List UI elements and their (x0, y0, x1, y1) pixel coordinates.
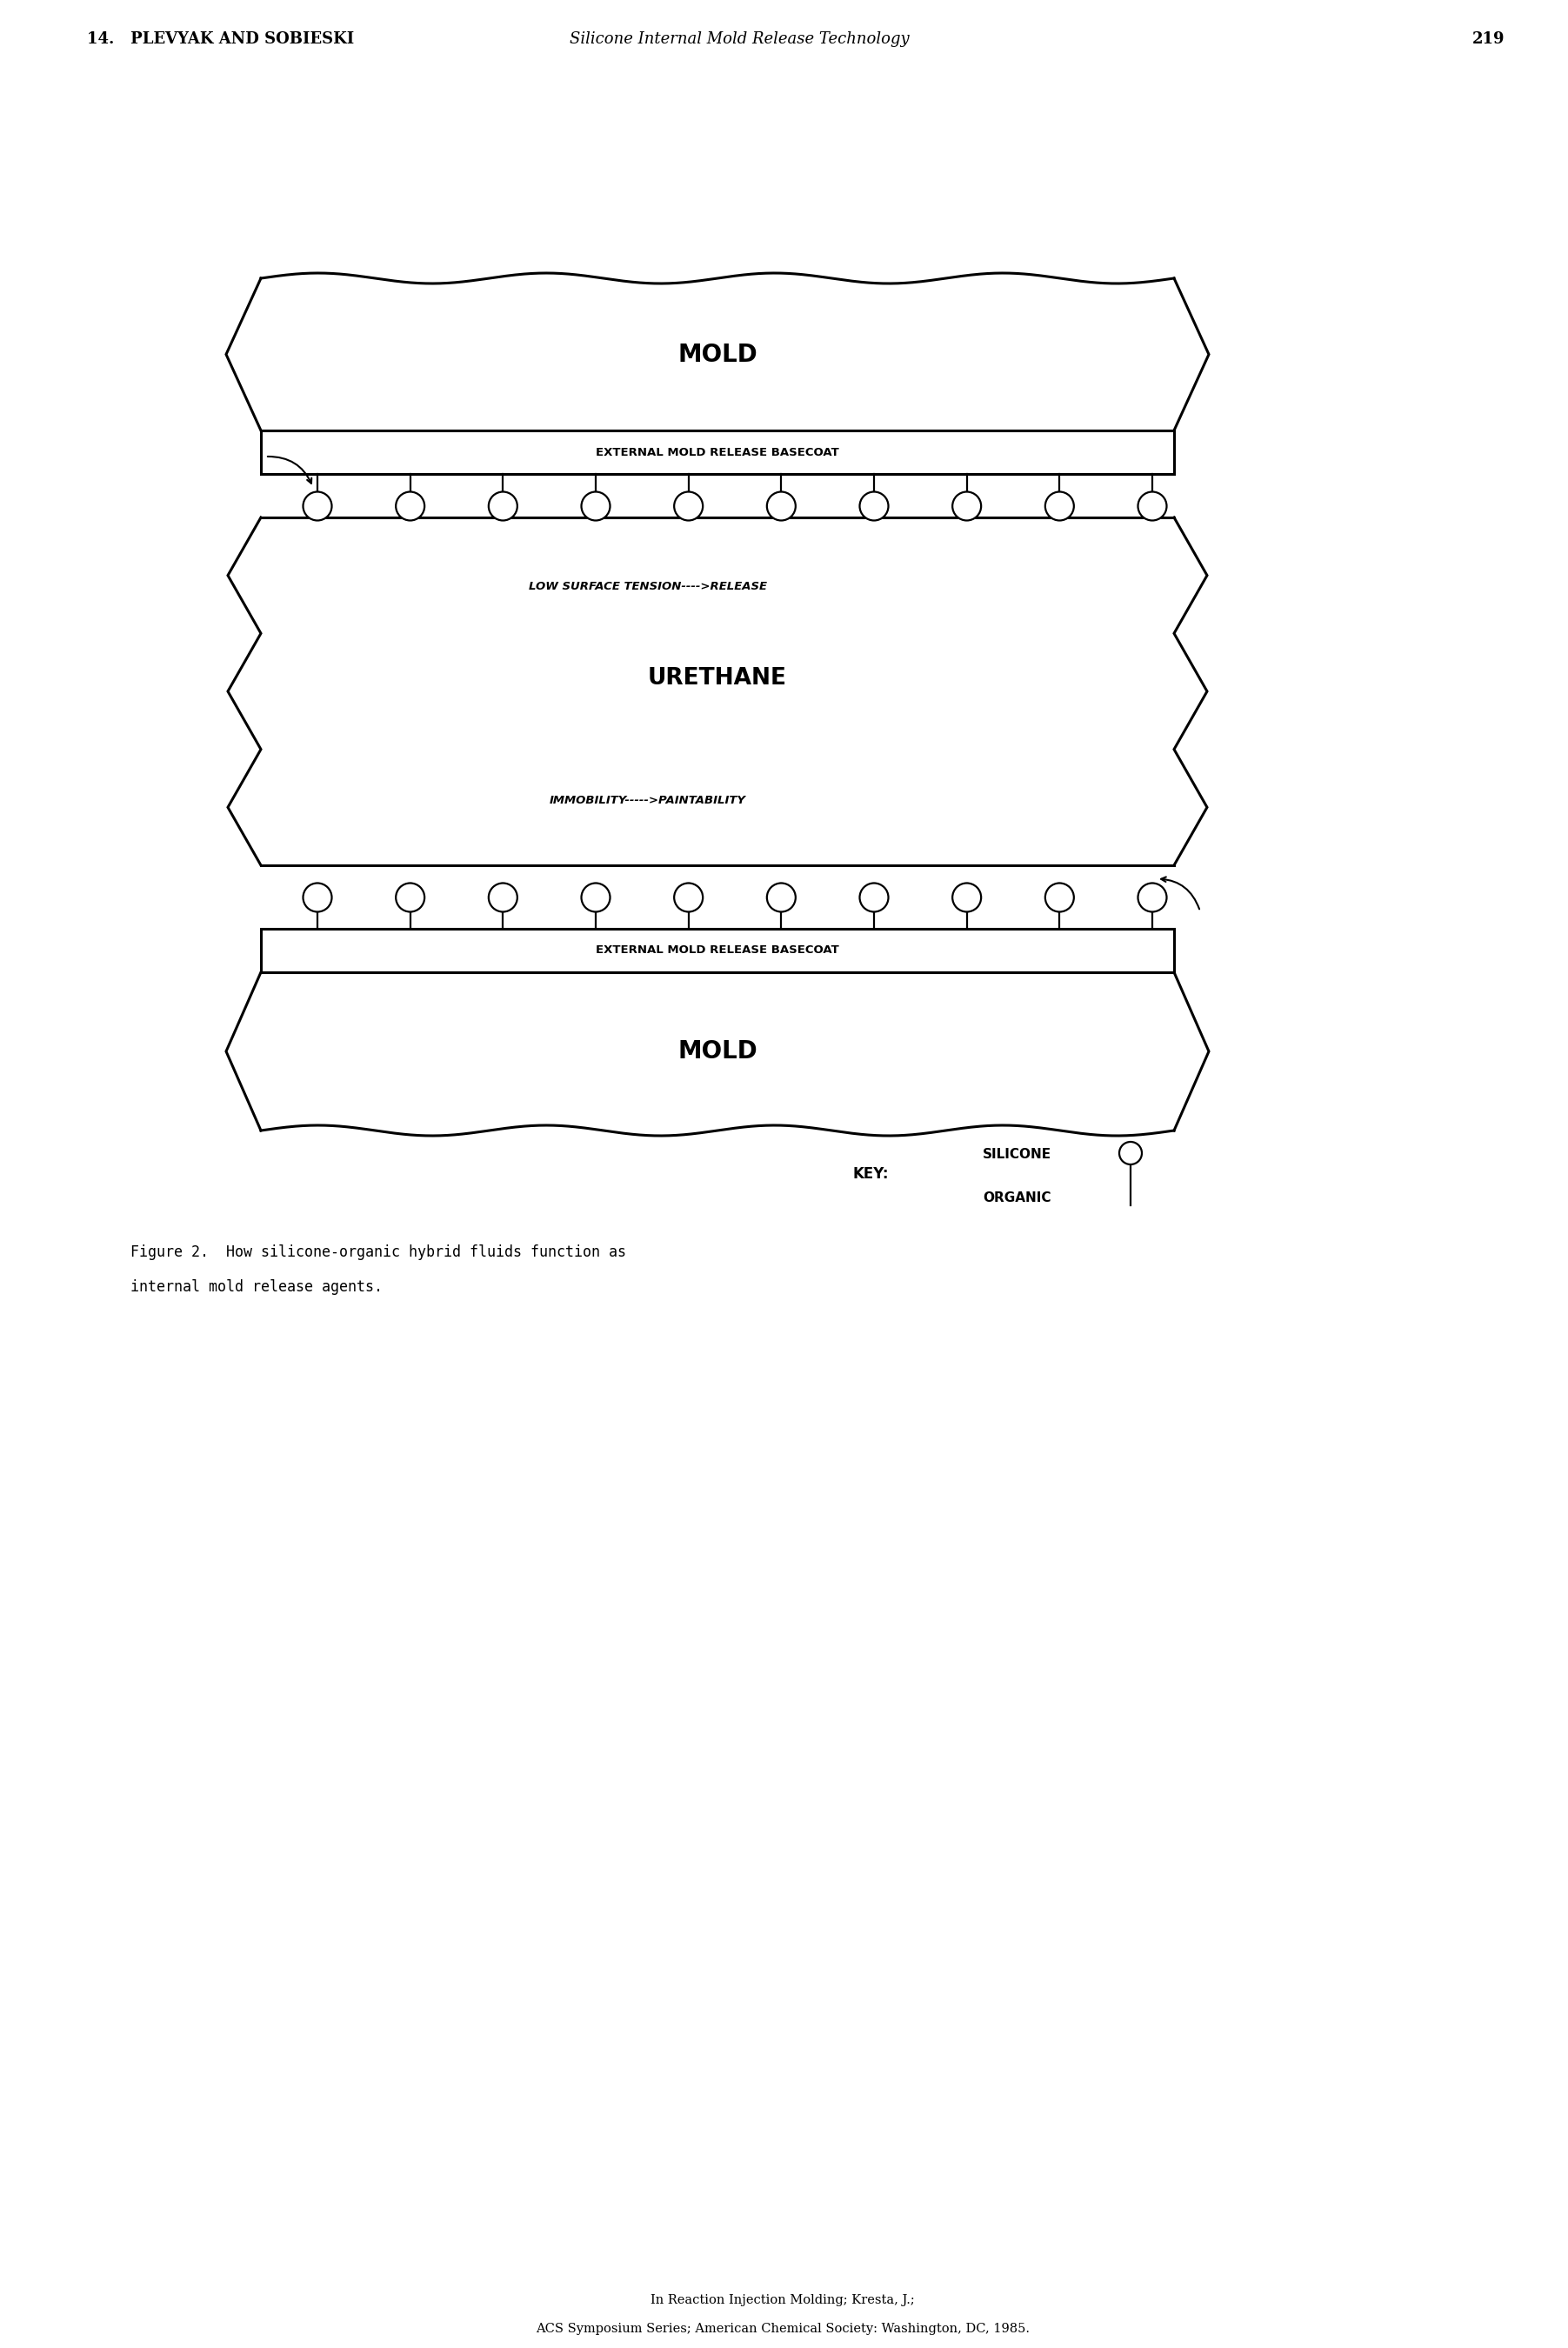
Circle shape (395, 491, 425, 521)
Text: MOLD: MOLD (677, 1040, 757, 1064)
Text: EXTERNAL MOLD RELEASE BASECOAT: EXTERNAL MOLD RELEASE BASECOAT (596, 446, 839, 458)
Text: MOLD: MOLD (677, 343, 757, 366)
Circle shape (859, 491, 889, 521)
Text: ORGANIC: ORGANIC (983, 1193, 1051, 1205)
Text: KEY:: KEY: (853, 1167, 889, 1181)
Text: LOW SURFACE TENSION---->RELEASE: LOW SURFACE TENSION---->RELEASE (528, 582, 767, 592)
Circle shape (303, 883, 332, 911)
Text: ACS Symposium Series; American Chemical Society: Washington, DC, 1985.: ACS Symposium Series; American Chemical … (536, 2322, 1030, 2334)
Circle shape (582, 491, 610, 521)
Text: IMMOBILITY----->PAINTABILITY: IMMOBILITY----->PAINTABILITY (550, 794, 746, 805)
Circle shape (674, 883, 702, 911)
Text: In Reaction Injection Molding; Kresta, J.;: In Reaction Injection Molding; Kresta, J… (651, 2294, 914, 2306)
Circle shape (674, 491, 702, 521)
Text: internal mold release agents.: internal mold release agents. (130, 1280, 383, 1294)
Bar (260, 430, 1174, 474)
Circle shape (582, 883, 610, 911)
Circle shape (859, 883, 889, 911)
Text: 219: 219 (1472, 31, 1505, 47)
Circle shape (952, 883, 982, 911)
Text: SILICONE: SILICONE (983, 1148, 1052, 1162)
Text: Silicone Internal Mold Release Technology: Silicone Internal Mold Release Technolog… (569, 31, 909, 47)
Text: 14.   PLEVYAK AND SOBIESKI: 14. PLEVYAK AND SOBIESKI (86, 31, 354, 47)
Circle shape (767, 491, 795, 521)
Circle shape (1120, 1141, 1142, 1165)
Circle shape (303, 491, 332, 521)
Text: URETHANE: URETHANE (648, 667, 787, 690)
Circle shape (489, 491, 517, 521)
Circle shape (395, 883, 425, 911)
Text: Figure 2.  How silicone-organic hybrid fluids function as: Figure 2. How silicone-organic hybrid fl… (130, 1244, 626, 1261)
Circle shape (952, 491, 982, 521)
Text: EXTERNAL MOLD RELEASE BASECOAT: EXTERNAL MOLD RELEASE BASECOAT (596, 944, 839, 956)
Circle shape (1138, 883, 1167, 911)
Bar (260, 930, 1174, 972)
Circle shape (1046, 883, 1074, 911)
Circle shape (489, 883, 517, 911)
Circle shape (1138, 491, 1167, 521)
Circle shape (767, 883, 795, 911)
Circle shape (1046, 491, 1074, 521)
